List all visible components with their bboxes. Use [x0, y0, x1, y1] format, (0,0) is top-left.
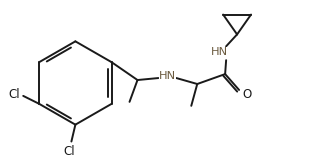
Text: HN: HN — [159, 71, 176, 81]
Text: Cl: Cl — [64, 145, 75, 158]
Text: Cl: Cl — [8, 88, 20, 101]
Text: O: O — [243, 88, 252, 101]
Text: HN: HN — [211, 47, 228, 57]
